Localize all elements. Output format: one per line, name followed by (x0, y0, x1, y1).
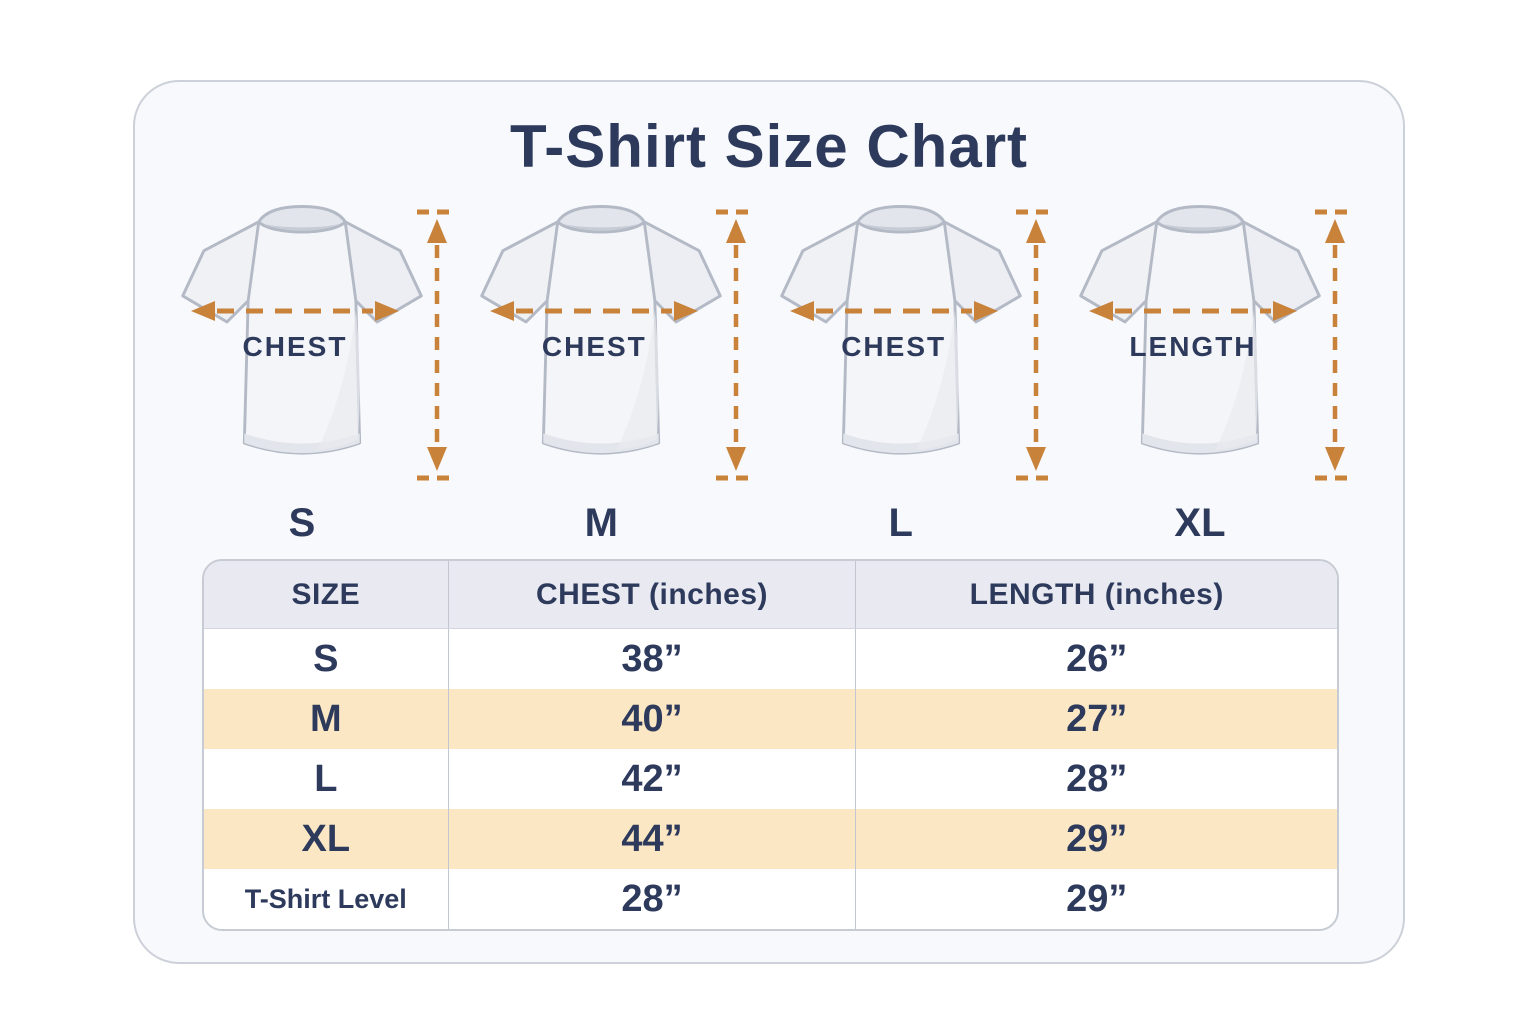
tshirt-canvas: LENGTH (1071, 197, 1365, 491)
horizontal-measure-arrow (191, 301, 399, 321)
horizontal-measure-arrow (1088, 301, 1297, 321)
table-row: S 38” 26” (204, 629, 1337, 689)
tshirt-figure: CHEST S (173, 197, 467, 546)
tshirt-figure: LENGTH XL (1071, 197, 1365, 546)
measure-label: CHEST (541, 331, 647, 362)
tshirt-illustration (480, 205, 723, 455)
header-chest: CHEST (inches) (447, 561, 856, 628)
cell-length: 29” (855, 809, 1337, 869)
table-row: M 40” 27” (204, 689, 1337, 749)
header-size: SIZE (291, 577, 361, 611)
shirt-size-label: M (584, 501, 618, 545)
measure-label: CHEST (242, 331, 348, 362)
vertical-measure-arrow (417, 209, 457, 481)
horizontal-measure-arrow (490, 301, 699, 321)
tshirt-illustration (181, 205, 423, 455)
shirt-size-label: XL (1174, 501, 1226, 545)
shirt-size-label: L (888, 501, 913, 545)
cell-size: S (313, 637, 339, 680)
cell-size: T-Shirt Level (244, 883, 407, 914)
measure-label: LENGTH (1129, 331, 1257, 362)
vertical-measure-arrow (1314, 209, 1355, 481)
measure-label: CHEST (841, 331, 947, 362)
tshirt-illustration (779, 205, 1022, 455)
tshirt-figure: CHEST L (772, 197, 1066, 546)
table-row: T-Shirt Level 28” 29” (204, 869, 1337, 929)
cell-length: 27” (855, 689, 1337, 749)
cell-chest: 44” (447, 809, 856, 869)
size-chart-card: T-Shirt Size Chart (133, 80, 1405, 964)
tshirt-canvas: CHEST (772, 197, 1066, 491)
cell-length: 26” (855, 629, 1337, 689)
horizontal-measure-arrow (789, 301, 998, 321)
cell-chest: 28” (447, 869, 856, 929)
vertical-measure-arrow (716, 209, 757, 481)
cell-size: XL (301, 817, 351, 860)
shirt-illustrations-row: CHEST S (135, 181, 1403, 546)
cell-size: L (314, 757, 338, 800)
cell-chest: 40” (447, 689, 856, 749)
tshirt-canvas: CHEST (173, 197, 467, 491)
size-table: SIZE CHEST (inches) LENGTH (inches) S 38… (202, 559, 1339, 931)
page-title: T-Shirt Size Chart (509, 113, 1029, 180)
table-header-row: SIZE CHEST (inches) LENGTH (inches) (204, 561, 1337, 629)
table-row: L 42” 28” (204, 749, 1337, 809)
cell-size: M (309, 697, 342, 740)
cell-length: 28” (855, 749, 1337, 809)
vertical-measure-arrow (1015, 209, 1056, 481)
cell-chest: 38” (447, 629, 856, 689)
cell-length: 29” (855, 869, 1337, 929)
shirt-size-label: S (288, 501, 316, 545)
tshirt-figure: CHEST M (472, 197, 766, 546)
header-length: LENGTH (inches) (855, 561, 1337, 628)
cell-chest: 42” (447, 749, 856, 809)
table-row: XL 44” 29” (204, 809, 1337, 869)
tshirt-illustration (1079, 205, 1321, 455)
tshirt-canvas: CHEST (472, 197, 766, 491)
